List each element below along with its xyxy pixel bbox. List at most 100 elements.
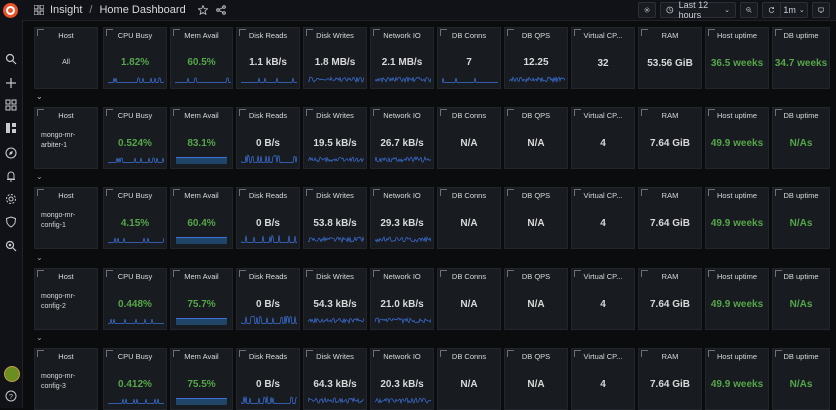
- star-icon[interactable]: [197, 5, 208, 15]
- panel-link-icon[interactable]: [574, 189, 581, 196]
- stat-panel-host[interactable]: Host mongo-mr-arbiter-1: [34, 107, 98, 169]
- help-icon[interactable]: ?: [5, 390, 17, 402]
- panel-link-icon[interactable]: [106, 109, 113, 116]
- stat-panel-network-io[interactable]: Network IO 2.1 MB/s: [370, 27, 434, 89]
- stat-panel-disk-writes[interactable]: Disk Writes 1.8 MB/s: [303, 27, 367, 89]
- panel-link-icon[interactable]: [708, 270, 715, 277]
- stat-panel-host[interactable]: Host mongo-mr-config-1: [34, 187, 98, 249]
- panel-link-icon[interactable]: [373, 189, 380, 196]
- stat-panel-db-conns[interactable]: DB Conns N/A: [437, 268, 501, 330]
- stat-panel-disk-reads[interactable]: Disk Reads 0 B/s: [236, 107, 300, 169]
- row-collapse-chevron-icon[interactable]: ⌄: [36, 92, 43, 101]
- panel-link-icon[interactable]: [373, 109, 380, 116]
- panel-link-icon[interactable]: [641, 350, 648, 357]
- panel-link-icon[interactable]: [106, 270, 113, 277]
- panel-link-icon[interactable]: [37, 189, 44, 196]
- panel-link-icon[interactable]: [239, 29, 246, 36]
- stat-panel-ram[interactable]: RAM 7.64 GiB: [638, 348, 702, 410]
- panel-link-icon[interactable]: [306, 270, 313, 277]
- panel-link-icon[interactable]: [106, 189, 113, 196]
- panel-link-icon[interactable]: [574, 109, 581, 116]
- panel-link-icon[interactable]: [574, 350, 581, 357]
- stat-panel-db-conns[interactable]: DB Conns N/A: [437, 348, 501, 410]
- zoom-icon[interactable]: [5, 240, 17, 252]
- stat-panel-host[interactable]: Host mongo-mr-config-2: [34, 268, 98, 330]
- stat-panel-cpu-busy[interactable]: CPU Busy 0.524%: [103, 107, 167, 169]
- panel-link-icon[interactable]: [440, 29, 447, 36]
- panel-link-icon[interactable]: [440, 270, 447, 277]
- refresh-button[interactable]: [762, 2, 780, 18]
- stat-panel-cpu-busy[interactable]: CPU Busy 0.448%: [103, 268, 167, 330]
- panel-link-icon[interactable]: [574, 29, 581, 36]
- stat-panel-cpu-busy[interactable]: CPU Busy 0.412%: [103, 348, 167, 410]
- stat-panel-disk-reads[interactable]: Disk Reads 1.1 kB/s: [236, 27, 300, 89]
- panel-link-icon[interactable]: [173, 270, 180, 277]
- stat-panel-disk-reads[interactable]: Disk Reads 0 B/s: [236, 268, 300, 330]
- page-title[interactable]: Home Dashboard: [99, 4, 186, 16]
- panel-link-icon[interactable]: [373, 29, 380, 36]
- alert-bell-icon[interactable]: [5, 170, 17, 182]
- panel-link-icon[interactable]: [641, 270, 648, 277]
- stat-panel-disk-writes[interactable]: Disk Writes 64.3 kB/s: [303, 348, 367, 410]
- panel-link-icon[interactable]: [173, 29, 180, 36]
- stat-panel-db-conns[interactable]: DB Conns 7: [437, 27, 501, 89]
- row-collapse-chevron-icon[interactable]: ⌄: [36, 253, 43, 262]
- plus-icon[interactable]: [5, 77, 17, 89]
- panel-link-icon[interactable]: [173, 189, 180, 196]
- stat-panel-db-uptime[interactable]: DB uptime N/As: [772, 107, 830, 169]
- stat-panel-db-uptime[interactable]: DB uptime N/As: [772, 348, 830, 410]
- shield-icon[interactable]: [5, 216, 17, 228]
- dashboards-icon[interactable]: [5, 99, 17, 111]
- panel-link-icon[interactable]: [708, 29, 715, 36]
- stat-panel-network-io[interactable]: Network IO 26.7 kB/s: [370, 107, 434, 169]
- panel-link-icon[interactable]: [507, 350, 514, 357]
- stat-panel-host[interactable]: Host mongo-mr-config-3: [34, 348, 98, 410]
- stat-panel-mem-avail[interactable]: Mem Avail 75.7%: [170, 268, 233, 330]
- row-collapse-chevron-icon[interactable]: ⌄: [36, 172, 43, 181]
- stat-panel-host[interactable]: Host All: [34, 27, 98, 89]
- stat-panel-ram[interactable]: RAM 7.64 GiB: [638, 107, 702, 169]
- stat-panel-mem-avail[interactable]: Mem Avail 60.5%: [170, 27, 233, 89]
- stat-panel-db-uptime[interactable]: DB uptime 34.7 weeks: [772, 27, 830, 89]
- stat-panel-virtual-cp[interactable]: Virtual CP... 4: [571, 268, 635, 330]
- explore-icon[interactable]: [5, 122, 17, 134]
- panel-link-icon[interactable]: [239, 109, 246, 116]
- panel-link-icon[interactable]: [775, 350, 782, 357]
- panel-link-icon[interactable]: [775, 29, 782, 36]
- breadcrumb-folder[interactable]: Insight: [50, 4, 83, 16]
- stat-panel-host-uptime[interactable]: Host uptime 49.9 weeks: [705, 348, 769, 410]
- panel-link-icon[interactable]: [373, 270, 380, 277]
- stat-panel-disk-reads[interactable]: Disk Reads 0 B/s: [236, 348, 300, 410]
- stat-panel-host-uptime[interactable]: Host uptime 49.9 weeks: [705, 187, 769, 249]
- stat-panel-virtual-cp[interactable]: Virtual CP... 4: [571, 107, 635, 169]
- stat-panel-network-io[interactable]: Network IO 21.0 kB/s: [370, 268, 434, 330]
- row-collapse-chevron-icon[interactable]: ⌄: [36, 333, 43, 342]
- panel-link-icon[interactable]: [641, 29, 648, 36]
- stat-panel-ram[interactable]: RAM 53.56 GiB: [638, 27, 702, 89]
- stat-panel-ram[interactable]: RAM 7.64 GiB: [638, 268, 702, 330]
- app-logo[interactable]: [3, 3, 18, 18]
- panel-link-icon[interactable]: [306, 350, 313, 357]
- stat-panel-disk-writes[interactable]: Disk Writes 53.8 kB/s: [303, 187, 367, 249]
- panel-link-icon[interactable]: [641, 189, 648, 196]
- stat-panel-db-uptime[interactable]: DB uptime N/As: [772, 268, 830, 330]
- panel-link-icon[interactable]: [507, 270, 514, 277]
- panel-link-icon[interactable]: [440, 189, 447, 196]
- panel-link-icon[interactable]: [106, 350, 113, 357]
- stat-panel-disk-writes[interactable]: Disk Writes 54.3 kB/s: [303, 268, 367, 330]
- stat-panel-mem-avail[interactable]: Mem Avail 75.5%: [170, 348, 233, 410]
- stat-panel-mem-avail[interactable]: Mem Avail 83.1%: [170, 107, 233, 169]
- panel-link-icon[interactable]: [708, 109, 715, 116]
- panel-link-icon[interactable]: [574, 270, 581, 277]
- panel-link-icon[interactable]: [507, 29, 514, 36]
- stat-panel-cpu-busy[interactable]: CPU Busy 4.15%: [103, 187, 167, 249]
- stat-panel-db-conns[interactable]: DB Conns N/A: [437, 187, 501, 249]
- refresh-interval-picker[interactable]: 1m ⌄: [780, 2, 808, 18]
- panel-link-icon[interactable]: [37, 350, 44, 357]
- stat-panel-virtual-cp[interactable]: Virtual CP... 4: [571, 348, 635, 410]
- panel-link-icon[interactable]: [708, 189, 715, 196]
- panel-link-icon[interactable]: [239, 189, 246, 196]
- stat-panel-disk-reads[interactable]: Disk Reads 0 B/s: [236, 187, 300, 249]
- panel-link-icon[interactable]: [306, 189, 313, 196]
- panel-link-icon[interactable]: [507, 109, 514, 116]
